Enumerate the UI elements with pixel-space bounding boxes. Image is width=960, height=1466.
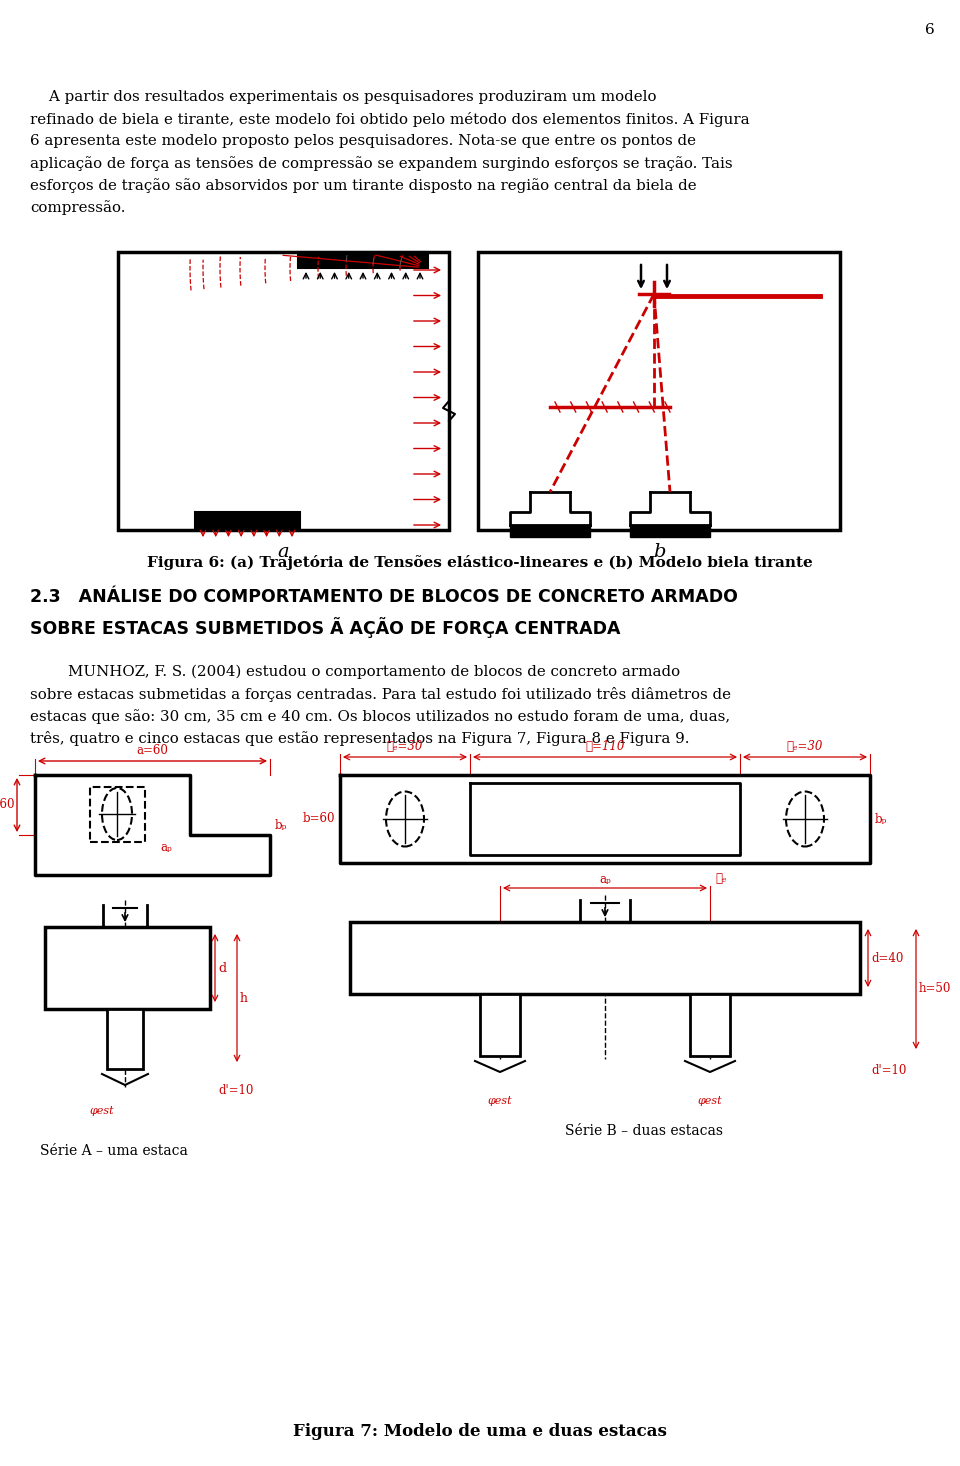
Text: aₚ: aₚ	[160, 840, 172, 853]
Text: bₚ: bₚ	[275, 818, 287, 831]
Text: d'=10: d'=10	[218, 1085, 253, 1098]
Text: b=60: b=60	[302, 812, 335, 825]
Bar	[630, 525, 710, 537]
Text: Figura 7: Modelo de uma e duas estacas: Figura 7: Modelo de uma e duas estacas	[293, 1423, 667, 1441]
Text: MUNHOZ, F. S. (2004) estudou o comportamento de blocos de concreto armado: MUNHOZ, F. S. (2004) estudou o comportam…	[30, 666, 680, 679]
Text: b=60: b=60	[0, 799, 15, 812]
Text: 6: 6	[925, 23, 935, 37]
Text: d'=10: d'=10	[871, 1064, 906, 1078]
Text: φest: φest	[488, 1097, 513, 1105]
Ellipse shape	[786, 792, 824, 846]
Ellipse shape	[386, 792, 424, 846]
Bar	[690, 994, 730, 1056]
Text: aplicação de força as tensões de compressão se expandem surgindo esforços se tra: aplicação de força as tensões de compres…	[30, 155, 732, 172]
Bar	[480, 994, 520, 1056]
Text: ℓ=110: ℓ=110	[586, 740, 625, 754]
Text: refinado de biela e tirante, este modelo foi obtido pelo método dos elementos fi: refinado de biela e tirante, este modelo…	[30, 111, 750, 128]
Text: três, quatro e cinco estacas que estão representados na Figura 7, Figura 8 e Fig: três, quatro e cinco estacas que estão r…	[30, 732, 689, 746]
Text: compressão.: compressão.	[30, 199, 126, 216]
Text: Série A – uma estaca: Série A – uma estaca	[40, 1143, 188, 1158]
Text: sobre estacas submetidas a forças centradas. Para tal estudo foi utilizado três : sobre estacas submetidas a forças centra…	[30, 688, 731, 702]
Text: a: a	[277, 542, 289, 561]
Text: h: h	[240, 991, 248, 1004]
Text: SOBRE ESTACAS SUBMETIDOS Ã AÇÃO DE FORÇA CENTRADA: SOBRE ESTACAS SUBMETIDOS Ã AÇÃO DE FORÇA…	[30, 617, 620, 639]
Bar	[45, 927, 210, 1009]
Text: φest: φest	[698, 1097, 722, 1105]
Text: estacas que são: 30 cm, 35 cm e 40 cm. Os blocos utilizados no estudo foram de u: estacas que são: 30 cm, 35 cm e 40 cm. O…	[30, 710, 731, 724]
Text: 2.3   ANÁLISE DO COMPORTAMENTO DE BLOCOS DE CONCRETO ARMADO: 2.3 ANÁLISE DO COMPORTAMENTO DE BLOCOS D…	[30, 588, 738, 605]
Text: ℓₑ=30: ℓₑ=30	[387, 740, 423, 754]
Text: A partir dos resultados experimentais os pesquisadores produziram um modelo: A partir dos resultados experimentais os…	[30, 89, 657, 104]
Bar	[90, 787, 145, 841]
Text: 6 apresenta este modelo proposto pelos pesquisadores. Nota-se que entre os ponto: 6 apresenta este modelo proposto pelos p…	[30, 133, 696, 148]
Text: bₚ: bₚ	[875, 812, 887, 825]
Bar	[510, 525, 590, 537]
Ellipse shape	[102, 789, 132, 840]
Bar	[195, 512, 300, 528]
Text: d=40: d=40	[871, 951, 903, 965]
Text: d: d	[218, 962, 227, 975]
Text: φest: φest	[89, 1105, 114, 1116]
Text: ℓₑ=30: ℓₑ=30	[787, 740, 823, 754]
Text: ℓₑ: ℓₑ	[715, 872, 727, 885]
Text: aₚ: aₚ	[599, 872, 611, 885]
Bar	[478, 252, 840, 531]
Bar	[107, 1009, 143, 1069]
Bar	[298, 252, 428, 268]
Bar	[350, 922, 860, 994]
Text: b: b	[653, 542, 665, 561]
Text: esforços de tração são absorvidos por um tirante disposto na região central da b: esforços de tração são absorvidos por um…	[30, 177, 697, 194]
Text: Figura 6: (a) Trajetória de Tensões elástico-lineares e (b) Modelo biela tirante: Figura 6: (a) Trajetória de Tensões elás…	[147, 556, 813, 570]
Text: h=50: h=50	[919, 982, 951, 995]
Text: Série B – duas estacas: Série B – duas estacas	[565, 1124, 723, 1138]
Text: a=60: a=60	[136, 745, 168, 756]
Bar	[118, 252, 449, 531]
